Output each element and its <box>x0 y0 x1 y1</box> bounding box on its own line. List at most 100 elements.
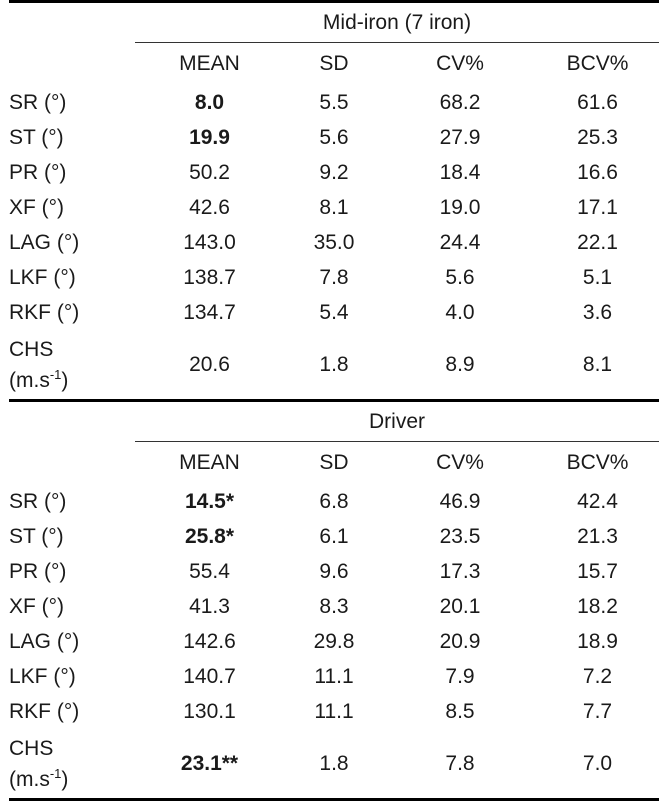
table-row: PR (°) 55.4 9.6 17.3 15.7 <box>9 554 659 589</box>
column-header-cv: CV% <box>436 52 484 75</box>
cell-bcv: 7.0 <box>536 729 660 801</box>
cell-sd: 5.4 <box>319 300 349 324</box>
cell-bcv: 22.1 <box>577 230 618 254</box>
cell-cv: 24.4 <box>439 230 481 254</box>
cell-cv: 46.9 <box>439 489 481 513</box>
cell-bcv: 15.7 <box>577 559 618 583</box>
row-label: LAG (°) <box>9 630 80 653</box>
cell-mean: 130.1 <box>183 699 236 723</box>
row-label: XF (°) <box>9 595 65 618</box>
cell-cv: 17.3 <box>439 559 481 583</box>
row-label: LAG (°) <box>9 231 80 254</box>
table-row: XF (°) 41.3 8.3 20.1 18.2 <box>9 589 659 624</box>
unit-close: ) <box>61 767 69 791</box>
cell-sd: 11.1 <box>314 664 354 688</box>
column-header-mean: MEAN <box>179 451 240 474</box>
column-header-row: MEAN SD CV% BCV% <box>9 442 659 485</box>
cell-sd: 8.1 <box>319 195 349 219</box>
cell-mean: 23.1** <box>135 729 284 801</box>
row-label-name: CHS <box>9 736 54 760</box>
cell-mean: 143.0 <box>183 230 236 254</box>
row-label: RKF (°) <box>9 700 80 723</box>
unit-close: ) <box>61 368 69 392</box>
table-row: PR (°) 50.2 9.2 18.4 16.6 <box>9 155 659 190</box>
cell-sd: 5.5 <box>319 90 349 114</box>
cell-bcv: 18.9 <box>577 629 618 653</box>
cell-bcv: 16.6 <box>577 160 618 184</box>
cell-mean: 14.5* <box>184 489 235 513</box>
cell-sd: 8.3 <box>319 594 349 618</box>
cell-sd: 6.8 <box>319 489 349 513</box>
cell-bcv: 5.1 <box>582 265 613 289</box>
cell-bcv: 61.6 <box>577 90 618 114</box>
row-label: CHS (m.s-1) <box>9 330 135 401</box>
row-label-unit: (m.s <box>9 368 50 392</box>
row-label: CHS (m.s-1) <box>9 729 135 801</box>
table-row: LAG (°) 142.6 29.8 20.9 18.9 <box>9 624 659 659</box>
cell-cv: 4.0 <box>445 300 475 324</box>
cell-mean: 8.0 <box>194 90 225 114</box>
cell-sd: 7.8 <box>319 265 349 289</box>
cell-bcv: 17.1 <box>577 195 618 219</box>
cell-mean: 25.8* <box>184 524 235 548</box>
cell-cv: 18.4 <box>439 160 481 184</box>
row-label: SR (°) <box>9 91 67 114</box>
unit-superscript: -1 <box>49 765 62 781</box>
cell-cv: 20.1 <box>439 594 481 618</box>
cell-mean: 42.6 <box>189 195 230 219</box>
column-header-bcv: BCV% <box>566 451 629 474</box>
table-row: RKF (°) 134.7 5.4 4.0 3.6 <box>9 295 659 330</box>
row-label: RKF (°) <box>9 301 80 324</box>
cell-bcv: 7.7 <box>582 699 613 723</box>
cell-cv: 8.9 <box>445 352 475 376</box>
cell-cv: 27.9 <box>439 125 481 149</box>
section-title: Mid-iron (7 iron) <box>135 0 660 43</box>
table-row: RKF (°) 130.1 11.1 8.5 7.7 <box>9 694 659 729</box>
unit-superscript: -1 <box>49 366 62 382</box>
cell-mean: 142.6 <box>183 629 236 653</box>
table-row: CHS (m.s-1) 20.6 1.8 8.9 8.1 <box>9 330 659 401</box>
row-label: LKF (°) <box>9 266 76 289</box>
column-header-sd: SD <box>319 52 349 75</box>
table-row: LKF (°) 140.7 11.1 7.9 7.2 <box>9 659 659 694</box>
cell-mean: 140.7 <box>183 664 236 688</box>
table-row: XF (°) 42.6 8.1 19.0 17.1 <box>9 190 659 225</box>
cell-sd: 9.6 <box>319 559 349 583</box>
section-title: Driver <box>135 399 660 442</box>
row-label-name: CHS <box>9 337 54 361</box>
column-header-mean: MEAN <box>179 52 240 75</box>
table-row: CHS (m.s-1) 23.1** 1.8 7.8 7.0 <box>9 729 660 801</box>
cell-mean: 134.7 <box>183 300 236 324</box>
cell-sd: 35.0 <box>313 230 355 254</box>
cell-sd: 6.1 <box>319 524 349 548</box>
row-label: ST (°) <box>9 126 64 149</box>
cell-cv: 20.9 <box>439 629 481 653</box>
table-row: LKF (°) 138.7 7.8 5.6 5.1 <box>9 260 659 295</box>
cell-mean: 19.9 <box>189 125 230 149</box>
cell-mean: 138.7 <box>183 265 236 289</box>
table-row: SR (°) 14.5* 6.8 46.9 42.4 <box>9 484 659 519</box>
cell-sd: 5.6 <box>319 125 349 149</box>
row-label-unit: (m.s <box>9 767 50 791</box>
section-title-row: Driver <box>9 399 660 442</box>
cell-bcv: 3.6 <box>582 300 613 324</box>
column-header-cv: CV% <box>436 451 484 474</box>
cell-sd: 1.8 <box>284 729 384 801</box>
cell-bcv: 18.2 <box>577 594 618 618</box>
cell-mean: 20.6 <box>189 352 230 376</box>
cell-mean: 50.2 <box>189 160 230 184</box>
row-label: ST (°) <box>9 525 64 548</box>
column-header-row: MEAN SD CV% BCV% <box>9 43 659 86</box>
column-header-sd: SD <box>319 451 349 474</box>
table-row: SR (°) 8.0 5.5 68.2 61.6 <box>9 85 659 120</box>
row-label: XF (°) <box>9 196 65 219</box>
row-label: PR (°) <box>9 560 67 583</box>
cell-mean: 55.4 <box>189 559 230 583</box>
cell-mean: 41.3 <box>189 594 230 618</box>
table-row: LAG (°) 143.0 35.0 24.4 22.1 <box>9 225 659 260</box>
cell-cv: 5.6 <box>445 265 475 289</box>
cell-cv: 23.5 <box>439 524 481 548</box>
cell-cv: 68.2 <box>439 90 481 114</box>
cell-sd: 11.1 <box>314 699 354 723</box>
